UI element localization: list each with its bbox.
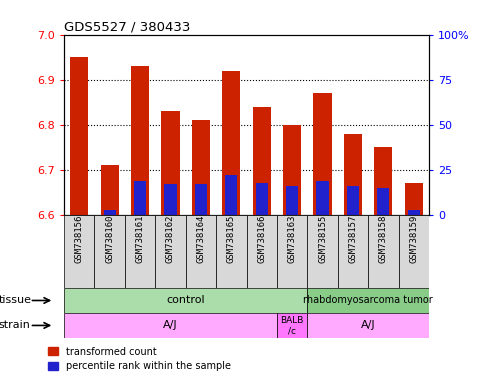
Text: GDS5527 / 380433: GDS5527 / 380433	[64, 20, 190, 33]
FancyBboxPatch shape	[125, 215, 155, 288]
Text: GSM738164: GSM738164	[196, 215, 206, 263]
Bar	[192, 120, 210, 215]
Bar	[195, 184, 207, 215]
Bar	[225, 175, 238, 215]
FancyBboxPatch shape	[155, 215, 186, 288]
Text: GSM738162: GSM738162	[166, 215, 175, 263]
Text: GSM738155: GSM738155	[318, 215, 327, 263]
Bar	[101, 166, 119, 215]
Bar	[347, 186, 359, 215]
Bar	[283, 125, 301, 215]
FancyBboxPatch shape	[277, 215, 307, 288]
Bar	[408, 210, 420, 215]
Bar	[317, 181, 329, 215]
Text: GSM738159: GSM738159	[409, 215, 418, 263]
Bar	[314, 93, 332, 215]
Text: tissue: tissue	[0, 295, 31, 306]
Text: control: control	[166, 295, 205, 306]
FancyBboxPatch shape	[246, 215, 277, 288]
FancyBboxPatch shape	[64, 288, 307, 313]
FancyBboxPatch shape	[216, 215, 246, 288]
Text: GSM738161: GSM738161	[136, 215, 144, 263]
Text: GSM738156: GSM738156	[75, 215, 84, 263]
FancyBboxPatch shape	[95, 215, 125, 288]
Text: GSM738165: GSM738165	[227, 215, 236, 263]
Bar	[165, 184, 176, 215]
Bar	[252, 107, 271, 215]
Text: rhabdomyosarcoma tumor: rhabdomyosarcoma tumor	[303, 295, 433, 306]
Bar	[222, 71, 241, 215]
FancyBboxPatch shape	[64, 313, 277, 338]
Text: strain: strain	[0, 320, 31, 331]
Legend: transformed count, percentile rank within the sample: transformed count, percentile rank withi…	[44, 343, 235, 375]
Text: GSM738163: GSM738163	[287, 215, 297, 263]
Bar	[344, 134, 362, 215]
Bar	[405, 184, 423, 215]
Text: A/J: A/J	[163, 320, 178, 331]
Bar	[131, 66, 149, 215]
Text: GSM738160: GSM738160	[105, 215, 114, 263]
Bar	[70, 57, 88, 215]
Bar	[256, 182, 268, 215]
FancyBboxPatch shape	[307, 215, 338, 288]
FancyBboxPatch shape	[277, 313, 307, 338]
Text: GSM738158: GSM738158	[379, 215, 388, 263]
FancyBboxPatch shape	[368, 215, 398, 288]
Bar	[286, 186, 298, 215]
Text: A/J: A/J	[361, 320, 375, 331]
FancyBboxPatch shape	[398, 215, 429, 288]
Bar	[104, 210, 116, 215]
Bar	[374, 147, 392, 215]
Bar	[134, 181, 146, 215]
FancyBboxPatch shape	[307, 288, 429, 313]
Text: BALB
/c: BALB /c	[281, 316, 304, 335]
Text: GSM738166: GSM738166	[257, 215, 266, 263]
Text: GSM738157: GSM738157	[349, 215, 357, 263]
FancyBboxPatch shape	[338, 215, 368, 288]
Bar	[161, 111, 179, 215]
FancyBboxPatch shape	[186, 215, 216, 288]
Bar	[377, 188, 389, 215]
FancyBboxPatch shape	[307, 313, 429, 338]
FancyBboxPatch shape	[64, 215, 95, 288]
